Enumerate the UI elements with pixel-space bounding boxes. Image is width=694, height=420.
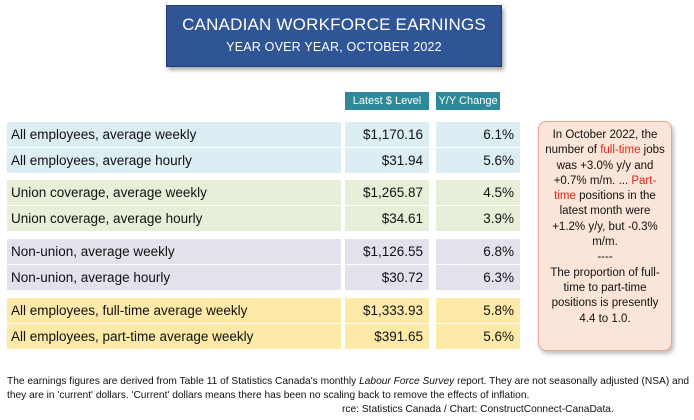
footnote-survey-name: Labour Force Survey bbox=[359, 376, 455, 387]
row-change-value: 5.6% bbox=[436, 148, 520, 173]
footnote-text-2: report. They are not seasonally adjusted… bbox=[7, 376, 690, 401]
footnote: The earnings figures are derived from Ta… bbox=[7, 375, 691, 403]
commentary-box: In October 2022, the number of full-time… bbox=[538, 121, 672, 351]
row-label: All employees, full-time average weekly bbox=[7, 298, 341, 323]
row-label: Non-union, average weekly bbox=[7, 239, 341, 264]
header-latest-level: Latest $ Level bbox=[345, 92, 429, 110]
row-label: Union coverage, average hourly bbox=[7, 206, 341, 231]
note-proportion: The proportion of full-time to part-time… bbox=[550, 266, 660, 325]
row-level-value: $1,170.16 bbox=[345, 122, 429, 147]
row-level-value: $34.61 bbox=[345, 206, 429, 231]
row-label: All employees, average weekly bbox=[7, 122, 341, 147]
row-change-value: 6.1% bbox=[436, 122, 520, 147]
row-label: Union coverage, average weekly bbox=[7, 180, 341, 205]
note-text-1: In October 2022, the number of bbox=[545, 129, 658, 157]
source-line: rce: Statistics Canada / Chart: Construc… bbox=[342, 404, 614, 415]
row-level-value: $1,265.87 bbox=[345, 180, 429, 205]
note-separator: ---- bbox=[597, 251, 613, 264]
row-label: All employees, average hourly bbox=[7, 148, 341, 173]
note-full-time: full-time bbox=[600, 144, 641, 157]
row-label: Non-union, average hourly bbox=[7, 265, 341, 290]
note-text-2: jobs was +3.0% y/y and +0.7% m/m. ... bbox=[553, 144, 665, 187]
row-change-value: 6.8% bbox=[436, 239, 520, 264]
note-text-3: positions in the latest month were +1.2%… bbox=[552, 190, 658, 249]
row-level-value: $1,126.55 bbox=[345, 239, 429, 264]
footnote-text-1: The earnings figures are derived from Ta… bbox=[7, 376, 360, 387]
chart-title: CANADIAN WORKFORCE EARNINGS bbox=[182, 15, 486, 34]
row-level-value: $1,333.93 bbox=[345, 298, 429, 323]
chart-subtitle: YEAR OVER YEAR, OCTOBER 2022 bbox=[226, 40, 442, 54]
title-box: CANADIAN WORKFORCE EARNINGS YEAR OVER YE… bbox=[166, 5, 502, 67]
row-label: All employees, part-time average weekly bbox=[7, 324, 341, 349]
row-change-value: 5.8% bbox=[436, 298, 520, 323]
row-level-value: $30.72 bbox=[345, 265, 429, 290]
row-change-value: 3.9% bbox=[436, 206, 520, 231]
row-change-value: 6.3% bbox=[436, 265, 520, 290]
note-part-time: Part-time bbox=[554, 174, 657, 203]
row-level-value: $31.94 bbox=[345, 148, 429, 173]
row-change-value: 4.5% bbox=[436, 180, 520, 205]
row-level-value: $391.65 bbox=[345, 324, 429, 349]
header-yy-change: Y/Y Change bbox=[436, 92, 500, 110]
row-change-value: 5.6% bbox=[436, 324, 520, 349]
